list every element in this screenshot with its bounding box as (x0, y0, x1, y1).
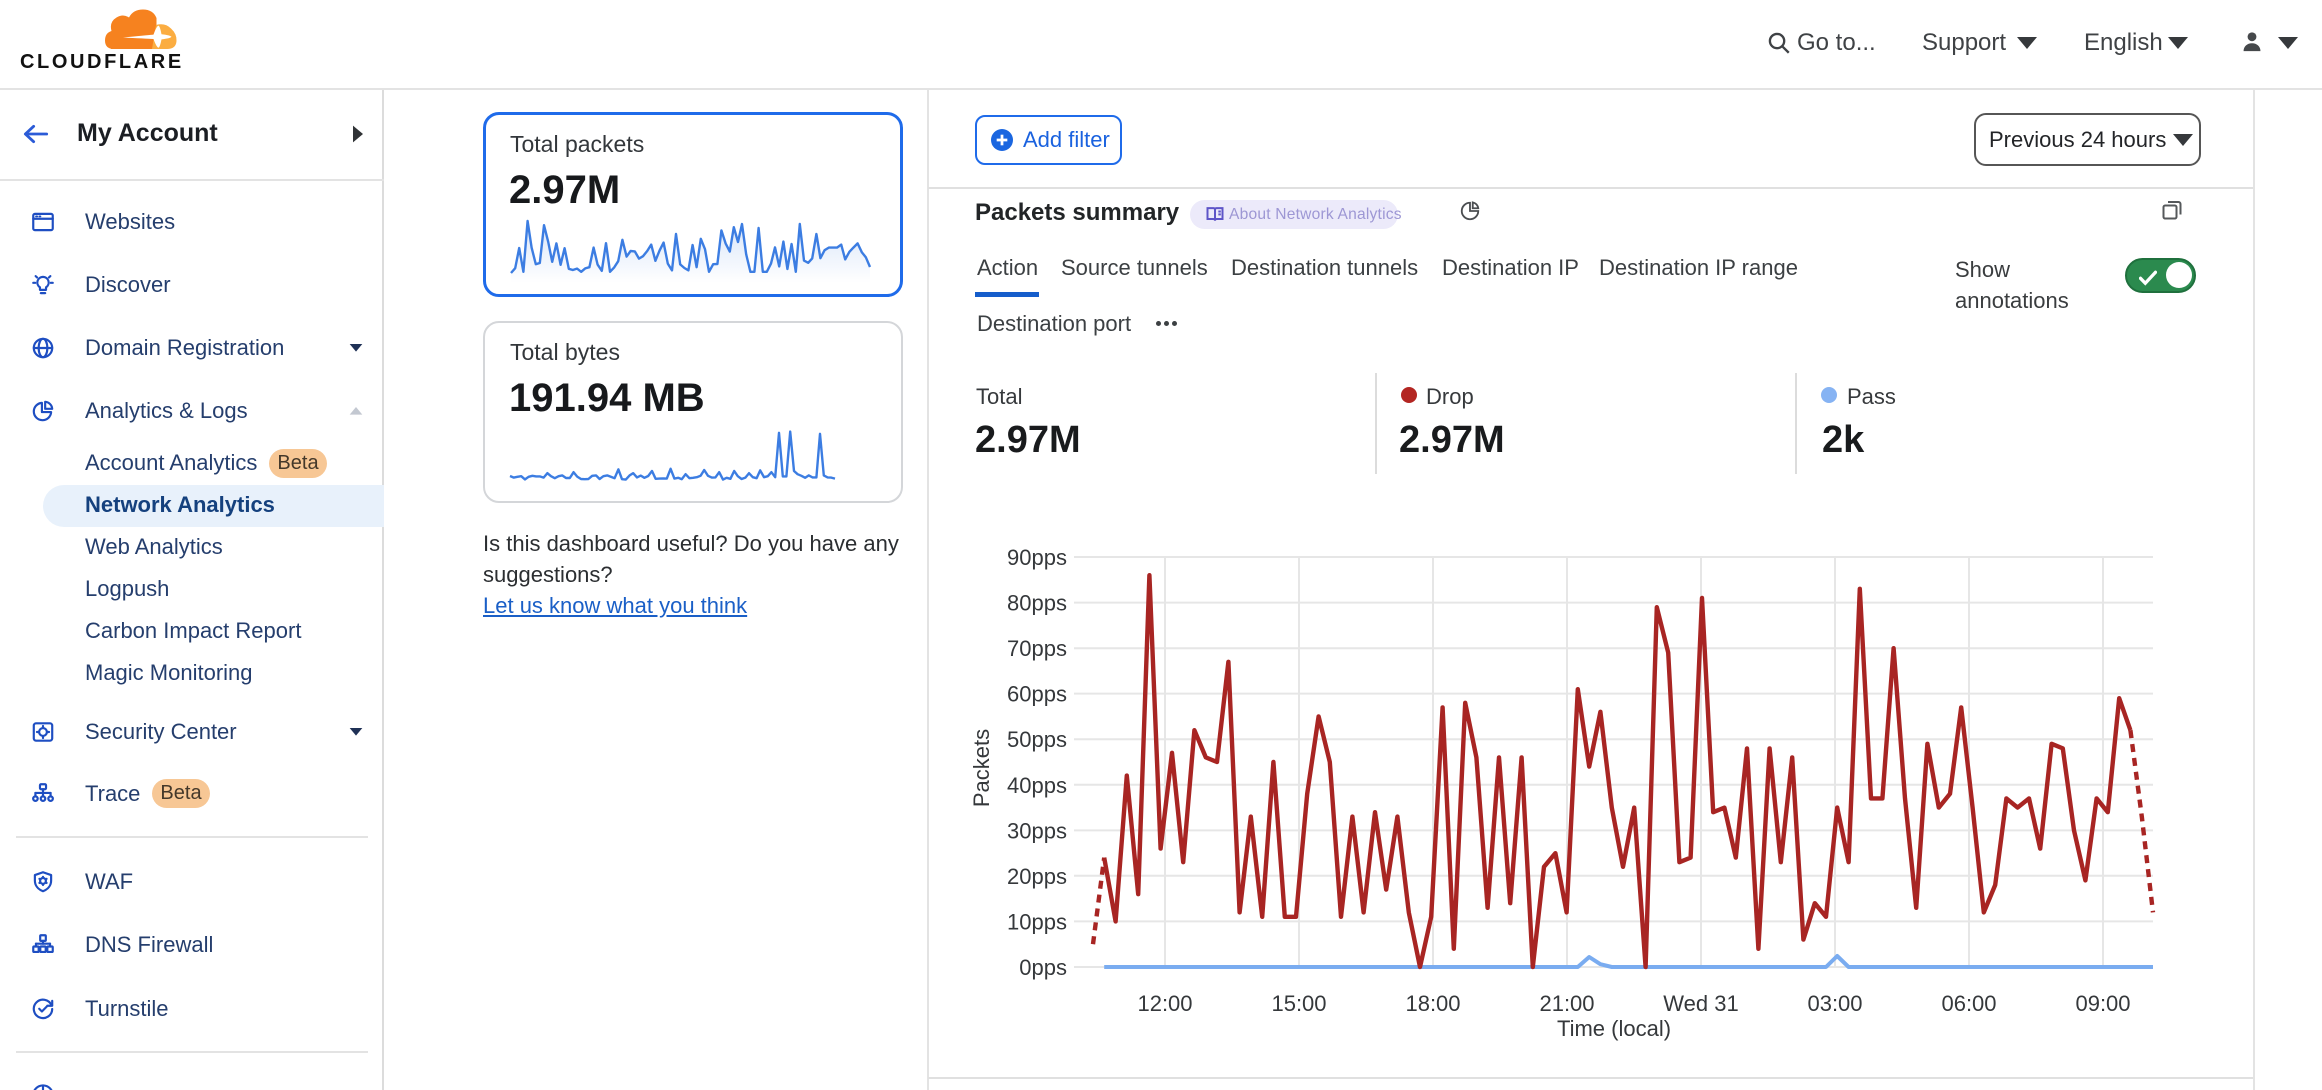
svg-text:10pps: 10pps (1007, 909, 1067, 934)
svg-text:0pps: 0pps (1019, 955, 1067, 980)
svg-text:80pps: 80pps (1007, 591, 1067, 616)
svg-text:21:00: 21:00 (1539, 991, 1594, 1016)
svg-text:03:00: 03:00 (1807, 991, 1862, 1016)
svg-text:12:00: 12:00 (1137, 991, 1192, 1016)
svg-text:50pps: 50pps (1007, 727, 1067, 752)
svg-text:Packets: Packets (969, 729, 994, 807)
svg-text:09:00: 09:00 (2075, 991, 2130, 1016)
svg-text:18:00: 18:00 (1405, 991, 1460, 1016)
svg-text:40pps: 40pps (1007, 773, 1067, 798)
svg-text:20pps: 20pps (1007, 864, 1067, 889)
svg-text:15:00: 15:00 (1271, 991, 1326, 1016)
svg-text:Time (local): Time (local) (1557, 1016, 1671, 1041)
svg-text:06:00: 06:00 (1941, 991, 1996, 1016)
svg-text:70pps: 70pps (1007, 636, 1067, 661)
svg-text:Wed 31: Wed 31 (1663, 991, 1738, 1016)
svg-text:30pps: 30pps (1007, 818, 1067, 843)
svg-text:60pps: 60pps (1007, 682, 1067, 707)
svg-text:90pps: 90pps (1007, 545, 1067, 570)
